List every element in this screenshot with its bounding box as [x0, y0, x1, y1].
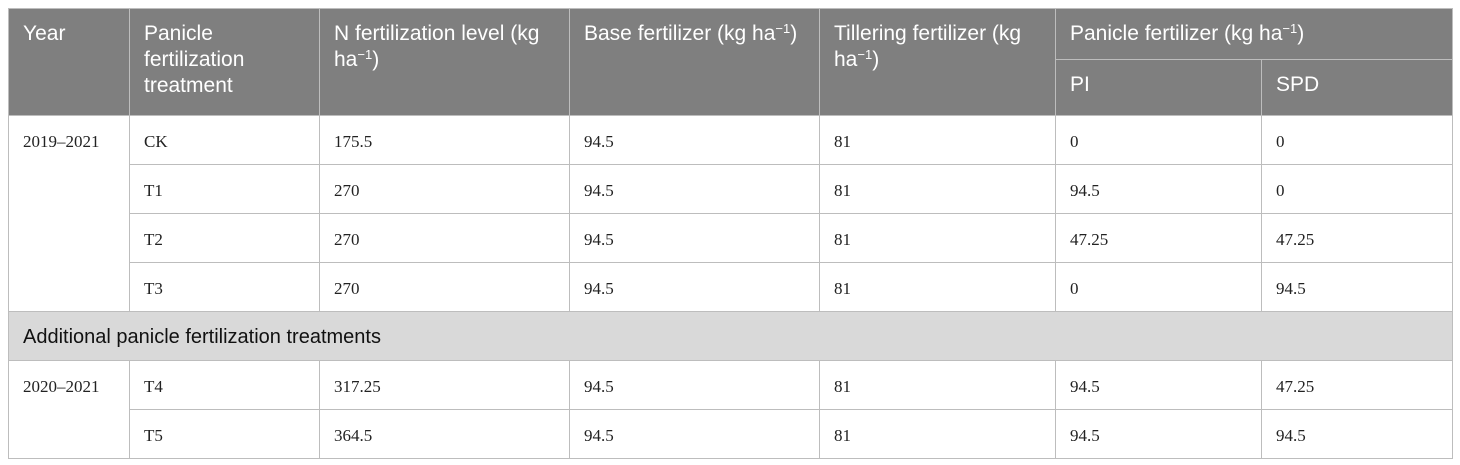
- col-header-n-level: N fertilization level (kg ha−1): [319, 8, 570, 116]
- table-header: Year Panicle fertilization treatment N f…: [8, 8, 1453, 116]
- n-level-cell: 364.5: [319, 409, 570, 459]
- pi-cell: 94.5: [1055, 409, 1262, 459]
- pi-cell: 0: [1055, 262, 1262, 312]
- treatment-cell: T3: [129, 262, 320, 312]
- table-row: 2019–2021 CK 175.5 94.5 81 0 0: [8, 115, 1453, 312]
- col-header-treatment: Panicle fertilization treatment: [129, 8, 320, 116]
- base-cell: 94.5: [569, 360, 820, 410]
- table-row: T5 364.5 94.5 81 94.5 94.5: [9, 409, 1453, 459]
- treatment-cell: T5: [129, 409, 320, 459]
- unit-close: ): [872, 48, 880, 71]
- base-cell: 94.5: [569, 409, 820, 459]
- tillering-cell: 81: [819, 360, 1056, 410]
- col-header-spd: SPD: [1261, 59, 1453, 116]
- spd-cell: 47.25: [1261, 360, 1453, 410]
- tillering-cell: 81: [819, 409, 1056, 459]
- unit-exponent: −1: [857, 47, 873, 62]
- col-header-base: Base fertilizer (kg ha−1): [569, 8, 820, 116]
- unit-exponent: −1: [357, 47, 373, 62]
- unit-close: ): [1297, 22, 1305, 45]
- pi-cell: 94.5: [1055, 164, 1262, 214]
- col-header-base-text: Base fertilizer (kg ha: [584, 22, 776, 45]
- tillering-cell: 81: [819, 115, 1056, 165]
- unit-exponent: −1: [1282, 21, 1298, 36]
- unit-exponent: −1: [775, 21, 791, 36]
- base-cell: 94.5: [569, 115, 820, 165]
- col-header-panicle: Panicle fertilizer (kg ha−1): [1055, 8, 1453, 60]
- year-cell: 2019–2021: [8, 115, 130, 312]
- base-cell: 94.5: [569, 164, 820, 214]
- col-header-panicle-text: Panicle fertilizer (kg ha: [1070, 22, 1283, 45]
- table-row: 2020–2021 T4 317.25 94.5 81 94.5 47.25: [8, 360, 1453, 459]
- col-header-year: Year: [8, 8, 130, 116]
- table-body: 2019–2021 CK 175.5 94.5 81 0 0 T1 270 94…: [8, 115, 1453, 459]
- unit-close: ): [790, 22, 798, 45]
- tillering-cell: 81: [819, 262, 1056, 312]
- col-header-pi: PI: [1055, 59, 1262, 116]
- spd-cell: 94.5: [1261, 409, 1453, 459]
- pi-cell: 47.25: [1055, 213, 1262, 263]
- n-level-cell: 175.5: [319, 115, 570, 165]
- n-level-cell: 270: [319, 262, 570, 312]
- pi-cell: 94.5: [1055, 360, 1262, 410]
- n-level-cell: 270: [319, 213, 570, 263]
- section-label: Additional panicle fertilization treatme…: [8, 311, 1453, 361]
- treatment-cell: T1: [129, 164, 320, 214]
- table-row: T2 270 94.5 81 47.25 47.25: [9, 213, 1453, 263]
- col-header-tillering: Tillering fertilizer (kg ha−1): [819, 8, 1056, 116]
- base-cell: 94.5: [569, 213, 820, 263]
- n-level-cell: 270: [319, 164, 570, 214]
- year-cell: 2020–2021: [8, 360, 130, 459]
- spd-cell: 0: [1261, 115, 1453, 165]
- table-row: T3 270 94.5 81 0 94.5: [9, 262, 1453, 312]
- fertilizer-table: Year Panicle fertilization treatment N f…: [8, 8, 1453, 459]
- unit-close: ): [372, 48, 380, 71]
- tillering-cell: 81: [819, 213, 1056, 263]
- col-header-tillering-text: Tillering fertilizer (kg ha: [834, 22, 1022, 71]
- tillering-cell: 81: [819, 164, 1056, 214]
- spd-cell: 47.25: [1261, 213, 1453, 263]
- treatment-cell: T4: [129, 360, 320, 410]
- pi-cell: 0: [1055, 115, 1262, 165]
- col-header-n-level-text: N fertilization level (kg ha: [334, 22, 540, 71]
- section-row: Additional panicle fertilization treatme…: [8, 311, 1453, 361]
- table-row: T1 270 94.5 81 94.5 0: [9, 164, 1453, 214]
- spd-cell: 0: [1261, 164, 1453, 214]
- n-level-cell: 317.25: [319, 360, 570, 410]
- spd-cell: 94.5: [1261, 262, 1453, 312]
- treatment-cell: CK: [129, 115, 320, 165]
- base-cell: 94.5: [569, 262, 820, 312]
- treatment-cell: T2: [129, 213, 320, 263]
